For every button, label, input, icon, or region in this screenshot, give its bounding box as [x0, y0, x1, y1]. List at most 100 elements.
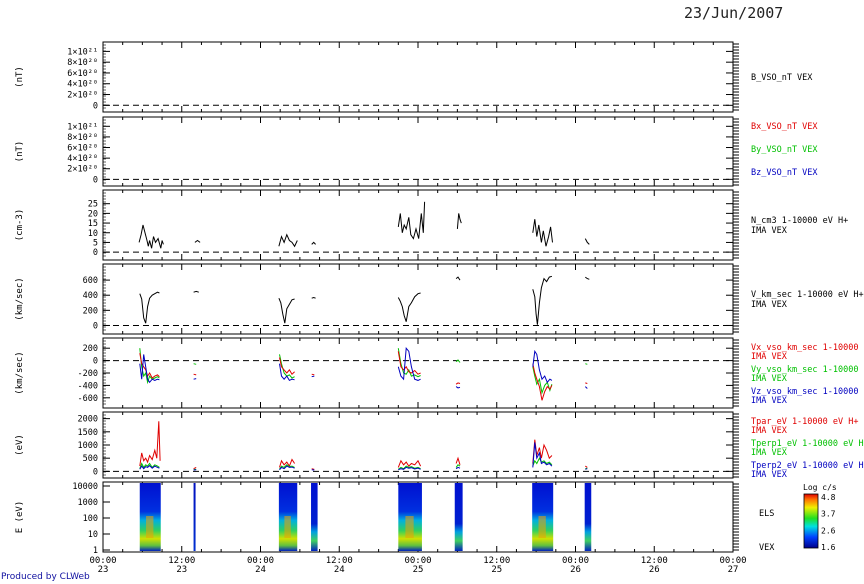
panel-frame-Vxyz [102, 337, 734, 409]
panel-label-Vxyz-3: IMA VEX [751, 374, 788, 384]
colorbar [803, 493, 819, 549]
panel-label-T-4: Tperp2_eV 1-10000 eV H+ [751, 461, 864, 471]
y-axis-label-N: (cm-3) [15, 209, 25, 242]
y-tick-label: 8×10²⁰ [67, 133, 98, 143]
panel-label-T-2: Tperp1_eV 1-10000 eV H+ [751, 439, 864, 449]
spectrogram-hot-band-2 [284, 516, 291, 538]
series-Vxyz-2-seg-5 [455, 386, 461, 389]
y-tick-label: 4×10²⁰ [67, 80, 98, 90]
y-tick-label: 8×10²⁰ [67, 58, 98, 68]
y-tick-label: 400 [83, 291, 98, 301]
y-tick-label: 2000 [78, 415, 98, 425]
y-axis-label-B: (nT) [15, 66, 25, 88]
series-T-0-seg-1 [193, 466, 197, 470]
series-Vxyz-2-seg-6 [532, 349, 553, 384]
panel-label-Vxyz-0: Vx_vso_km_sec 1-10000 [751, 343, 858, 353]
panel-label-T-5: IMA VEX [751, 470, 788, 480]
panel-frame-B [102, 41, 734, 113]
y-tick-label: 0 [93, 321, 98, 331]
series-Vxyz-2-seg-3 [311, 375, 315, 378]
y-tick-label: 200 [83, 306, 98, 316]
series-V-0-seg-0 [139, 291, 160, 324]
series-T-2-seg-5 [455, 466, 461, 470]
date-tick-label: 26 [570, 565, 581, 575]
y-tick-label: -600 [78, 394, 98, 404]
y-tick-label: -400 [78, 381, 98, 391]
panel-label-Bxyz-0: Bx_VSO_nT VEX [751, 122, 818, 132]
series-Vxyz-0-seg-3 [397, 348, 421, 378]
spectrogram-tick-label: 1 [93, 546, 98, 556]
series-V-0-seg-3 [311, 296, 316, 299]
date-tick-label: 26 [649, 565, 660, 575]
panel-label-N-1: IMA VEX [751, 226, 788, 236]
spectrogram-block-7 [584, 483, 592, 551]
y-axis-label-Bxyz: (nT) [15, 141, 25, 163]
panel-label-N-0: N_cm3 1-10000 eV H+ [751, 216, 848, 226]
series-Vxyz-1-seg-5 [455, 382, 461, 385]
y-tick-label: 0 [93, 357, 98, 367]
y-tick-label: 2×10²⁰ [67, 91, 98, 101]
y-tick-label: 1500 [78, 428, 98, 438]
credit-text: Produced by CLWeb [1, 572, 90, 582]
series-T-2-seg-6 [532, 442, 553, 468]
y-tick-label: 200 [83, 344, 98, 354]
series-T-2-seg-0 [139, 464, 160, 470]
panel-label-T-1: IMA VEX [751, 426, 788, 436]
series-T-1-seg-3 [398, 465, 421, 470]
series-V-0-seg-4 [397, 292, 421, 322]
series-N-0-seg-1 [194, 239, 201, 243]
series-V-0-seg-2 [278, 298, 295, 324]
y-tick-label: 0 [93, 101, 98, 111]
panel-label-T-0: Tpar_eV 1-10000 eV H+ [751, 417, 858, 427]
y-tick-label: 5 [93, 238, 98, 248]
y-tick-label: 15 [88, 219, 98, 229]
panel-label-V-1: IMA VEX [751, 300, 788, 310]
time-tick-label: 12:00 [483, 556, 510, 566]
panel-label-T-3: IMA VEX [751, 448, 788, 458]
series-V-0-seg-6 [532, 275, 553, 325]
series-N-0-seg-6 [532, 219, 553, 247]
date-tick-label: 25 [413, 565, 424, 575]
date-tick-label: 23 [98, 565, 109, 575]
series-Vxyz-2-seg-0 [139, 354, 160, 384]
y-tick-label: 20 [88, 209, 98, 219]
spectrogram-label: ELS [759, 509, 774, 519]
y-tick-label: 0 [93, 467, 98, 477]
series-Vxyz-2-seg-1 [193, 378, 197, 380]
series-Vxyz-2-seg-2 [279, 363, 295, 382]
series-T-2-seg-2 [279, 465, 295, 471]
y-tick-label: 4×10²⁰ [67, 154, 98, 164]
series-Vxyz-0-seg-6 [585, 363, 588, 365]
y-tick-label: 1000 [78, 441, 98, 451]
spectrogram-block-1 [193, 483, 196, 551]
date-title: 23/Jun/2007 [684, 4, 784, 22]
y-tick-label: 0 [93, 175, 98, 185]
time-tick-label: 00:00 [247, 556, 274, 566]
time-tick-label: 12:00 [168, 556, 195, 566]
spectrogram-y-label: E (eV) [15, 501, 25, 534]
series-N-0-seg-4 [397, 201, 426, 240]
colorbar-tick-label: 1.6 [821, 543, 836, 552]
colorbar-tick-label: 4.8 [821, 493, 836, 502]
series-T-1-seg-2 [279, 464, 295, 470]
y-tick-label: 6×10²⁰ [67, 144, 98, 154]
series-Vxyz-0-seg-4 [455, 359, 461, 363]
series-T-1-seg-0 [139, 462, 160, 469]
spectrogram-tick-label: 100 [83, 514, 98, 524]
time-tick-label: 00:00 [562, 556, 589, 566]
colorbar-title: Log c/s [803, 483, 837, 492]
y-tick-label: 1×10²¹ [67, 47, 98, 57]
series-Vxyz-1-seg-7 [585, 382, 588, 384]
series-T-0-seg-4 [397, 459, 422, 468]
y-axis-label-V: (km/sec) [15, 277, 25, 320]
date-tick-label: 27 [728, 565, 739, 575]
series-T-1-seg-4 [455, 464, 461, 468]
colorbar-tick-label: 3.7 [821, 510, 836, 519]
series-T-0-seg-0 [139, 421, 161, 467]
series-T-1-seg-5 [532, 457, 553, 467]
panel-label-Vxyz-4: Vz_vso_km_sec 1-10000 [751, 387, 858, 397]
series-T-0-seg-2 [279, 458, 296, 468]
series-Vxyz-1-seg-2 [279, 357, 295, 375]
date-tick-label: 23 [176, 565, 187, 575]
